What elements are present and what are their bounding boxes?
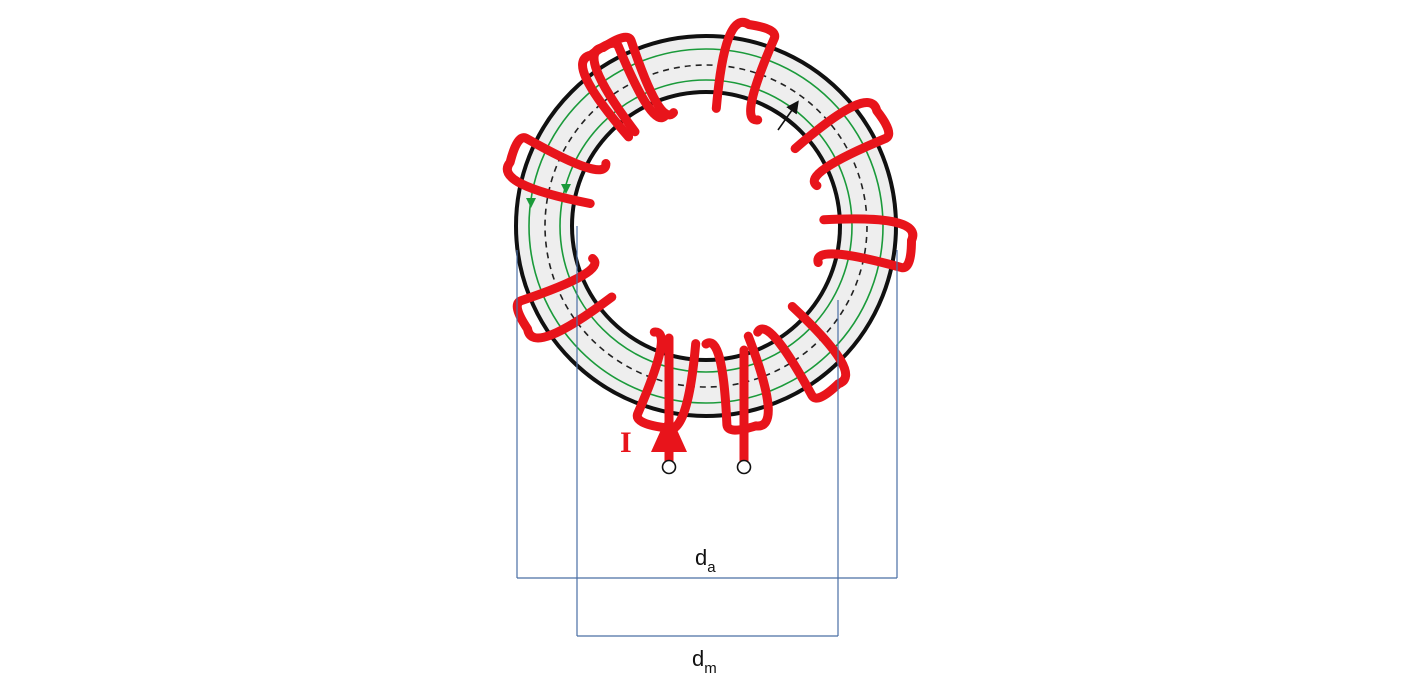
flux-arrow-outer bbox=[526, 198, 536, 208]
outer-diameter-sub: a bbox=[707, 559, 716, 576]
flux-line-outer bbox=[528, 48, 884, 404]
winding-turn bbox=[711, 18, 780, 125]
winding bbox=[502, 18, 918, 435]
winding-turn bbox=[578, 38, 671, 142]
winding-turn bbox=[701, 331, 773, 435]
winding-turn bbox=[512, 254, 617, 343]
radius-arrow bbox=[777, 100, 799, 131]
flux-line-inner bbox=[559, 79, 853, 373]
dimension-mean-diameter bbox=[576, 226, 839, 637]
core-ring bbox=[514, 34, 898, 418]
mean-diameter-sub: m bbox=[704, 660, 717, 677]
terminal-left-icon bbox=[661, 459, 677, 475]
core-inner-boundary bbox=[570, 90, 842, 362]
toroid-core bbox=[514, 34, 898, 418]
mean-diameter-base: d bbox=[692, 646, 704, 671]
winding-turn bbox=[632, 327, 701, 434]
flux-arrow-inner bbox=[561, 184, 571, 194]
current-arrow-icon bbox=[651, 412, 687, 452]
mean-diameter-label: dm bbox=[692, 646, 717, 677]
winding-turn bbox=[790, 98, 894, 191]
dimension-outer-diameter bbox=[516, 250, 898, 579]
winding-turn bbox=[813, 214, 918, 273]
outer-diameter-base: d bbox=[695, 545, 707, 570]
winding-turn bbox=[589, 32, 678, 137]
current-label: I bbox=[620, 426, 632, 459]
mean-path bbox=[544, 64, 868, 388]
winding-turn bbox=[502, 133, 611, 208]
coil-leads: I bbox=[620, 333, 752, 475]
terminal-right-icon bbox=[736, 459, 752, 475]
outer-diameter-label: da bbox=[695, 545, 716, 576]
